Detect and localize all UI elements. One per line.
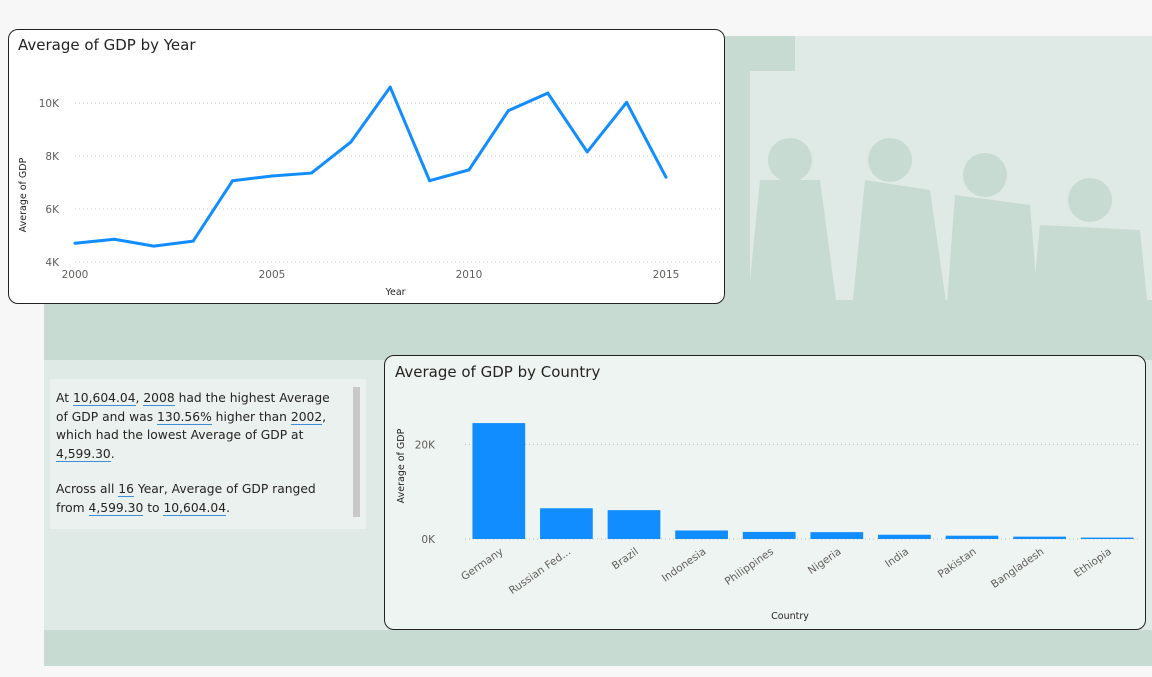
bar-chart-title: Average of GDP by Country xyxy=(395,363,601,381)
bar xyxy=(472,423,526,539)
data-point xyxy=(309,171,313,175)
narrative-text: Across all xyxy=(56,482,119,496)
line-chart-card[interactable]: Average of GDP by Year 4K 6K 8K 10K 2000 2005… xyxy=(8,29,725,304)
bar xyxy=(810,532,864,539)
bar-chart-card[interactable]: Average of GDP by Country 0K 20K Germany Ru… xyxy=(384,355,1146,630)
narrative-text: to xyxy=(143,500,164,515)
data-point xyxy=(546,91,550,95)
narrative-text: had the highest Average of GDP and was xyxy=(56,391,330,424)
narrative-paragraph-1: At 10,604.04, 2008 had the highest Avera… xyxy=(56,389,336,463)
y-axis-title: Average of GDP xyxy=(396,428,407,503)
bar xyxy=(1080,537,1134,539)
narrative-highlight: 4,599.30 xyxy=(88,500,144,516)
narrative-highlight: 10,604.04 xyxy=(72,391,136,406)
x-tick-label: Brazil xyxy=(610,546,641,573)
data-point xyxy=(388,85,392,89)
x-tick-label: Philippines xyxy=(723,546,776,588)
narrative-text: , which had the lowest Average of GDP at xyxy=(56,409,327,443)
x-tick-label: Germany xyxy=(459,546,505,584)
y-axis-title: Average of GDP xyxy=(18,157,29,232)
x-tick-label: 2000 xyxy=(62,269,89,281)
data-point xyxy=(231,179,235,183)
y-tick-label: 4K xyxy=(45,257,60,269)
narrative-highlight: 2002 xyxy=(290,409,323,425)
line-chart: 4K 6K 8K 10K 2000 2005 2010 2015 Year Average of … xyxy=(18,85,721,298)
bar xyxy=(540,508,593,539)
bar xyxy=(1013,536,1066,539)
x-tick-label: 2015 xyxy=(653,269,680,281)
x-tick-label: Indonesia xyxy=(660,546,708,585)
x-tick-label: India xyxy=(883,546,911,571)
line-chart-title: Average of GDP by Year xyxy=(18,36,196,54)
narrative-text: higher than xyxy=(211,409,291,424)
narrative-text: , xyxy=(135,391,144,405)
data-point xyxy=(585,150,589,154)
data-point xyxy=(73,241,77,245)
narrative-text: . xyxy=(110,446,115,461)
x-tick-label: 2010 xyxy=(456,269,483,281)
narrative-highlight: 16 xyxy=(118,482,134,497)
bar xyxy=(878,534,931,539)
x-tick-label: Nigeria xyxy=(806,546,844,577)
narrative-scrollbar[interactable] xyxy=(353,387,360,517)
data-point xyxy=(152,244,156,248)
narrative-text: Year, Average of GDP ranged from xyxy=(56,482,316,515)
y-tick-label: 0K xyxy=(421,534,436,546)
narrative-text: At xyxy=(56,391,73,405)
data-point xyxy=(428,179,432,183)
narrative-paragraph-2: Across all 16 Year, Average of GDP range… xyxy=(56,480,336,517)
bar xyxy=(945,535,999,539)
data-point xyxy=(467,168,471,172)
narrative-highlight: 4,599.30 xyxy=(56,446,111,462)
bar xyxy=(742,531,796,539)
narrative-highlight: 130.56% xyxy=(157,409,212,425)
data-point xyxy=(191,239,195,243)
x-tick-label: Ethiopia xyxy=(1072,546,1114,580)
data-point xyxy=(664,175,668,179)
narrative-highlight: 2008 xyxy=(143,391,175,406)
x-tick-label: 2005 xyxy=(259,269,286,281)
x-tick-label: Russian Fed... xyxy=(507,546,573,597)
x-axis-title: Country xyxy=(771,611,809,622)
x-tick-label: Pakistan xyxy=(936,546,979,581)
narrative-text: . xyxy=(226,500,230,515)
x-tick-label: Bangladesh xyxy=(989,546,1046,591)
y-tick-label: 8K xyxy=(45,151,60,163)
bar xyxy=(675,530,728,539)
bar xyxy=(607,510,661,539)
x-axis-title: Year xyxy=(384,287,405,298)
y-tick-label: 20K xyxy=(415,439,436,451)
y-tick-label: 10K xyxy=(39,98,60,110)
narrative-highlight: 10,604.04 xyxy=(163,500,227,516)
smart-narrative: At 10,604.04, 2008 had the highest Avera… xyxy=(50,379,366,529)
data-point xyxy=(270,174,274,178)
data-point xyxy=(625,100,629,104)
data-point xyxy=(506,109,510,113)
bar-chart: 0K 20K Germany Russian Fed... Brazil Indonesi… xyxy=(396,423,1141,622)
gdp-series-line xyxy=(74,85,668,248)
y-tick-label: 6K xyxy=(45,204,60,216)
data-point xyxy=(112,237,116,241)
data-point xyxy=(349,140,353,144)
